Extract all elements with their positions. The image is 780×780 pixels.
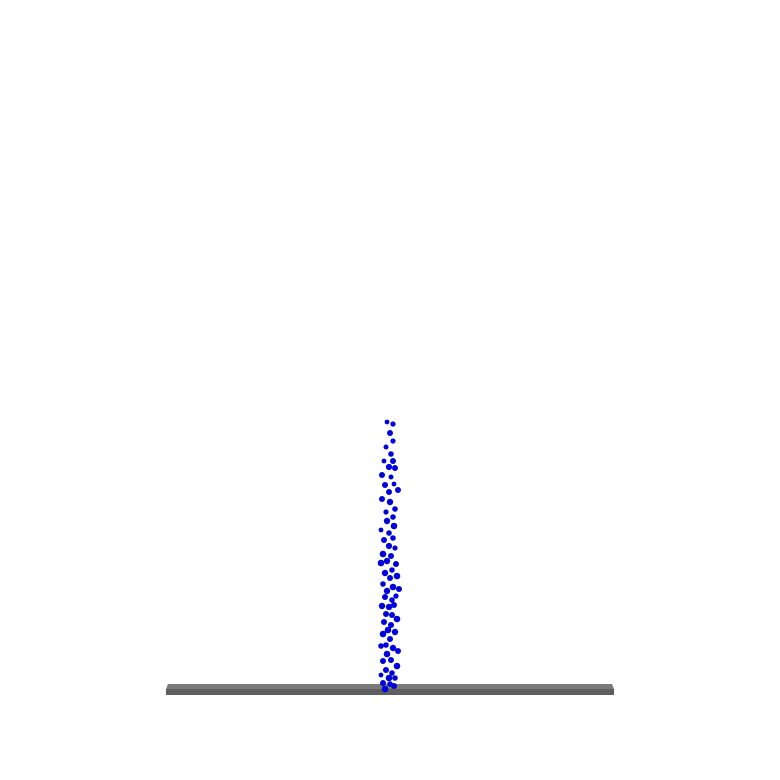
particle <box>379 550 387 558</box>
particle <box>385 542 393 550</box>
particle <box>395 648 401 654</box>
particle <box>389 597 395 603</box>
particle <box>384 626 392 634</box>
particle <box>393 572 401 580</box>
particle <box>391 602 397 608</box>
particle <box>390 522 398 530</box>
particle <box>390 421 396 427</box>
particle <box>377 559 385 567</box>
particle <box>383 509 389 515</box>
particle <box>392 506 398 512</box>
particle <box>380 658 386 664</box>
particle <box>379 496 385 502</box>
particle <box>388 474 394 480</box>
particle <box>381 458 387 464</box>
particle <box>395 487 401 493</box>
particle <box>387 636 393 642</box>
particle <box>392 465 398 471</box>
platform-front-face <box>166 689 614 695</box>
particle <box>383 587 391 595</box>
particle <box>383 667 389 673</box>
particle <box>391 481 397 487</box>
particle <box>388 451 394 457</box>
particle <box>378 527 384 533</box>
particle <box>389 583 397 591</box>
particle <box>378 602 386 610</box>
particle <box>378 643 384 649</box>
particle <box>383 611 389 617</box>
particle <box>383 642 389 648</box>
particle <box>388 622 394 628</box>
particle <box>385 603 393 611</box>
particle <box>388 657 394 663</box>
particle <box>390 458 396 464</box>
particle <box>390 514 396 520</box>
particle <box>387 430 393 436</box>
particle <box>392 675 398 681</box>
particle <box>379 472 385 478</box>
particle <box>379 630 387 638</box>
particle <box>389 567 395 573</box>
particle <box>384 419 390 425</box>
particle <box>389 644 397 652</box>
particle <box>393 615 401 623</box>
particle <box>392 545 398 551</box>
particle <box>380 680 386 686</box>
particle <box>393 561 399 567</box>
particle-stack <box>377 419 402 693</box>
particle <box>396 586 402 592</box>
particle <box>381 537 387 543</box>
particle <box>389 612 395 618</box>
particle <box>381 685 389 693</box>
particle <box>383 557 391 565</box>
particle <box>390 438 396 444</box>
particle <box>381 569 389 577</box>
particle <box>389 670 395 676</box>
particle <box>386 489 392 495</box>
particle <box>391 628 399 636</box>
particle <box>387 575 393 581</box>
particle <box>385 674 393 682</box>
particle <box>393 593 399 599</box>
particle <box>386 498 394 506</box>
particle <box>393 662 401 670</box>
particle <box>391 683 397 689</box>
particle <box>383 444 389 450</box>
particle <box>382 482 388 488</box>
particle <box>381 619 387 625</box>
particle <box>380 581 386 587</box>
particle <box>378 672 384 678</box>
particle <box>386 530 392 536</box>
particle <box>388 553 394 559</box>
particle <box>383 650 391 658</box>
particle <box>385 463 393 471</box>
particle <box>382 594 388 600</box>
particle <box>383 517 391 525</box>
particle <box>390 535 396 541</box>
